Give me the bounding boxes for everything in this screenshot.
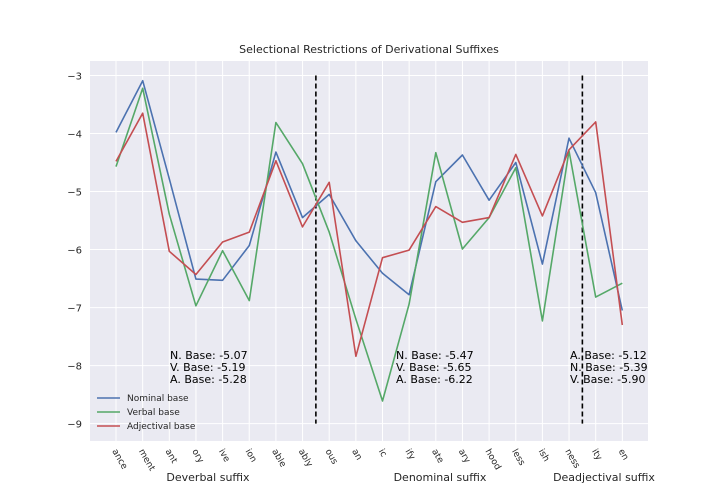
- group-separators: [315, 75, 584, 424]
- x-tick-label: ate: [429, 448, 445, 466]
- annotation-line: N. Base: -5.39: [570, 361, 648, 374]
- x-tick-label: ish: [536, 448, 551, 464]
- series-lines: [115, 79, 624, 402]
- annotation-line: V. Base: -5.90: [570, 373, 646, 386]
- x-tick-label: ant: [163, 448, 179, 466]
- y-axis: −3 −4 −5 −6 −7 −8 −9: [67, 72, 82, 431]
- x-tick-label: ify: [403, 448, 417, 463]
- plot-area: [90, 61, 648, 441]
- y-tick-label: −4: [67, 130, 82, 141]
- series-line-0: [115, 79, 624, 311]
- x-axis: ance ment ant ory ive ion able ably ous an ic ify at…: [109, 448, 630, 474]
- y-tick-label: −9: [67, 420, 82, 431]
- x-tick-label: less: [509, 448, 527, 468]
- x-tick-label: ity: [589, 448, 604, 463]
- x-tick-label: ory: [189, 448, 205, 466]
- annotation-line: V. Base: -5.19: [170, 361, 246, 374]
- group-label: Deadjectival suffix: [553, 471, 655, 484]
- x-tick-label: ic: [376, 448, 388, 459]
- x-tick-label: ive: [216, 448, 232, 465]
- annotation-line: A. Base: -6.22: [396, 373, 473, 386]
- annotation-line: N. Base: -5.47: [396, 349, 474, 362]
- y-tick-label: −7: [67, 304, 82, 315]
- x-tick-label: ness: [562, 448, 581, 471]
- group-label: Deverbal suffix: [166, 471, 250, 484]
- y-tick-label: −6: [67, 246, 82, 257]
- annotations: N. Base: -5.07V. Base: -5.19A. Base: -5.…: [170, 349, 648, 386]
- y-tick-label: −5: [67, 188, 82, 199]
- x-tick-label: ary: [456, 448, 472, 466]
- x-tick-label: ous: [323, 448, 340, 467]
- x-tick-label: en: [616, 448, 630, 463]
- series-line-1: [115, 87, 623, 402]
- legend: Nominal base Verbal base Adjectival base: [97, 394, 196, 432]
- legend-label: Adjectival base: [127, 422, 196, 432]
- group-labels: Deverbal suffix Denominal suffix Deadjecti…: [166, 471, 655, 484]
- group-label: Denominal suffix: [394, 471, 487, 484]
- legend-label: Verbal base: [127, 408, 180, 418]
- annotation-line: A. Base: -5.12: [570, 349, 647, 362]
- chart-title: Selectional Restrictions of Derivational…: [239, 43, 499, 56]
- legend-label: Nominal base: [127, 394, 189, 404]
- x-tick-label: able: [269, 448, 288, 470]
- x-tick-label: ment: [136, 448, 157, 474]
- x-tick-label: ion: [243, 448, 259, 465]
- y-tick-label: −3: [67, 72, 82, 83]
- x-tick-label: ance: [109, 448, 129, 472]
- annotation-line: A. Base: -5.28: [170, 373, 247, 386]
- annotation-line: V. Base: -5.65: [396, 361, 472, 374]
- annotation-line: N. Base: -5.07: [170, 349, 248, 362]
- x-tick-label: hood: [483, 448, 503, 472]
- x-tick-label: an: [349, 448, 363, 463]
- y-tick-label: −8: [67, 362, 82, 373]
- x-tick-label: ably: [296, 448, 315, 470]
- series-line-2: [115, 112, 624, 358]
